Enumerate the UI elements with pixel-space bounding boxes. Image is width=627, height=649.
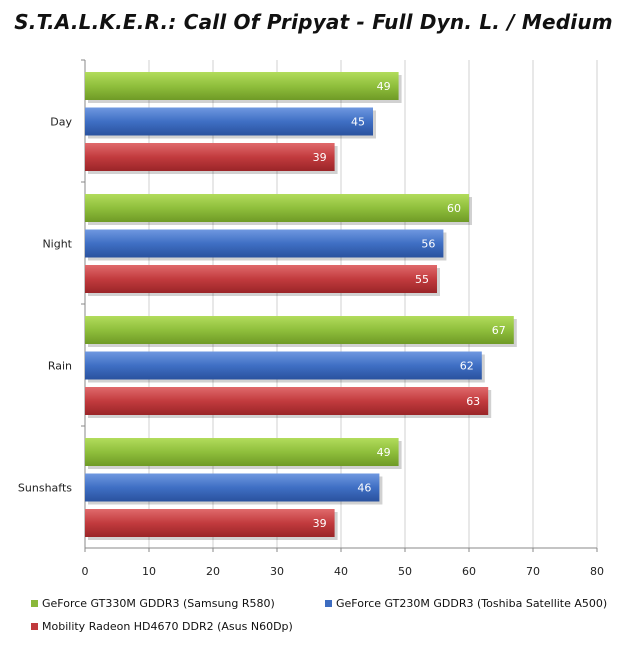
bar-hd4670-night xyxy=(85,265,437,293)
data-label: 63 xyxy=(466,395,480,408)
data-label: 39 xyxy=(313,151,327,164)
x-tick-label: 40 xyxy=(334,565,348,578)
category-label: Rain xyxy=(48,360,72,373)
legend-label: GeForce GT230M GDDR3 (Toshiba Satellite … xyxy=(336,597,608,610)
legend-swatch-red xyxy=(31,623,38,630)
legend-item-gt230m: GeForce GT230M GDDR3 (Toshiba Satellite … xyxy=(325,597,607,610)
chart-title: S.T.A.L.K.E.R.: Call Of Pripyat - Full D… xyxy=(14,10,613,34)
labels: 0 10 20 30 40 50 60 70 80 Day 49 45 39 Night 60 56 55 Rai… xyxy=(18,80,604,578)
data-label: 62 xyxy=(460,360,474,373)
x-tick-label: 60 xyxy=(462,565,476,578)
x-tick-label: 50 xyxy=(398,565,412,578)
x-tick-label: 0 xyxy=(82,565,89,578)
data-label: 46 xyxy=(357,482,371,495)
data-label: 45 xyxy=(351,116,365,129)
data-label: 55 xyxy=(415,273,429,286)
legend-swatch-blue xyxy=(325,600,332,607)
gridlines xyxy=(81,59,598,552)
bar-hd4670-rain xyxy=(85,387,489,415)
data-label: 49 xyxy=(377,80,391,93)
data-label: 56 xyxy=(421,238,435,251)
category-label: Sunshafts xyxy=(18,482,72,495)
bar-gt330m-night xyxy=(85,194,469,222)
data-label: 67 xyxy=(492,324,506,337)
bar-gt330m-rain xyxy=(85,316,514,344)
bar-gt330m-day xyxy=(85,72,399,100)
x-tick-label: 80 xyxy=(590,565,604,578)
x-tick-label: 30 xyxy=(270,565,284,578)
x-tick-label: 70 xyxy=(526,565,540,578)
legend-label: GeForce GT330M GDDR3 (Samsung R580) xyxy=(42,597,275,610)
x-tick-label: 10 xyxy=(142,565,156,578)
bar-hd4670-sunshafts xyxy=(85,509,335,537)
bar-gt230m-day xyxy=(85,107,373,136)
bar-gt230m-night xyxy=(85,229,444,258)
legend-item-hd4670: Mobility Radeon HD4670 DDR2 (Asus N60Dp) xyxy=(31,620,293,633)
bars xyxy=(85,72,517,540)
category-label: Day xyxy=(50,116,72,129)
category-label: Night xyxy=(42,238,72,251)
bar-gt330m-sunshafts xyxy=(85,438,399,466)
legend-item-gt330m: GeForce GT330M GDDR3 (Samsung R580) xyxy=(31,597,275,610)
x-tick-label: 20 xyxy=(206,565,220,578)
bar-gt230m-sunshafts xyxy=(85,473,380,502)
legend-swatch-green xyxy=(31,600,38,607)
legend-label: Mobility Radeon HD4670 DDR2 (Asus N60Dp) xyxy=(42,620,293,633)
bar-gt230m-rain xyxy=(85,351,482,380)
data-label: 60 xyxy=(447,202,461,215)
bar-hd4670-day xyxy=(85,143,335,171)
data-label: 49 xyxy=(377,446,391,459)
data-label: 39 xyxy=(313,517,327,530)
